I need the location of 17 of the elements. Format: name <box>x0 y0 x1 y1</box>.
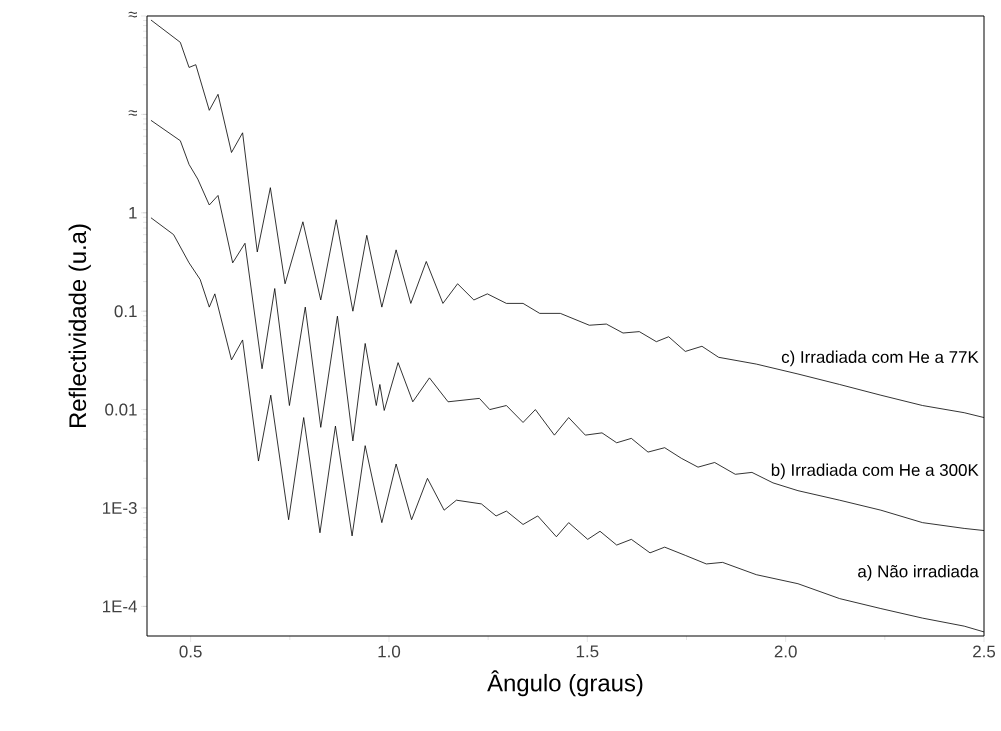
x-tick-label: 0.5 <box>179 645 202 658</box>
x-tick-label: 1.5 <box>576 645 599 658</box>
y-tick-label: ≈ <box>128 110 138 116</box>
x-tick-label: 1.0 <box>378 645 401 658</box>
y-tick-label: 0.1 <box>114 305 137 318</box>
series-label: b) Irradiada com He a 300K <box>771 463 979 480</box>
y-tick-label: 1 <box>129 206 137 219</box>
series-label: a) Não irradiada <box>858 564 979 581</box>
y-tick-label: 0.01 <box>105 403 137 416</box>
x-axis-title: Ângulo (graus) <box>487 670 643 697</box>
y-tick-label: 1E-4 <box>103 600 137 613</box>
y-axis-title: Reflectividade (u.a) <box>68 224 91 428</box>
y-tick-label: ≈ <box>128 11 138 18</box>
x-tick-label: 2.0 <box>774 645 797 658</box>
x-tick-label: 2.5 <box>973 645 996 658</box>
y-tick-label: 1E-3 <box>103 501 137 514</box>
series-label: c) Irradiada com He a 77K <box>781 350 979 367</box>
